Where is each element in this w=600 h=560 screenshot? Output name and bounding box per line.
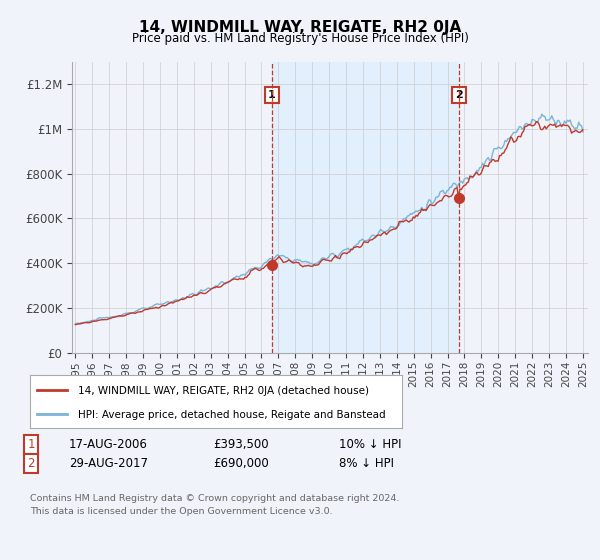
Text: £690,000: £690,000	[213, 457, 269, 470]
Text: 29-AUG-2017: 29-AUG-2017	[69, 457, 148, 470]
Text: Contains HM Land Registry data © Crown copyright and database right 2024.: Contains HM Land Registry data © Crown c…	[30, 494, 400, 503]
Text: Price paid vs. HM Land Registry's House Price Index (HPI): Price paid vs. HM Land Registry's House …	[131, 32, 469, 45]
Text: This data is licensed under the Open Government Licence v3.0.: This data is licensed under the Open Gov…	[30, 507, 332, 516]
Text: 2: 2	[455, 90, 463, 100]
Text: 1: 1	[28, 437, 35, 451]
Text: 10% ↓ HPI: 10% ↓ HPI	[339, 437, 401, 451]
Text: 1: 1	[268, 90, 276, 100]
Text: 14, WINDMILL WAY, REIGATE, RH2 0JA: 14, WINDMILL WAY, REIGATE, RH2 0JA	[139, 20, 461, 35]
Bar	[272, 62, 458, 353]
Text: 14, WINDMILL WAY, REIGATE, RH2 0JA (detached house): 14, WINDMILL WAY, REIGATE, RH2 0JA (deta…	[79, 386, 370, 396]
Text: £393,500: £393,500	[213, 437, 269, 451]
Text: HPI: Average price, detached house, Reigate and Banstead: HPI: Average price, detached house, Reig…	[79, 409, 386, 419]
Text: 2: 2	[28, 457, 35, 470]
Text: 17-AUG-2006: 17-AUG-2006	[69, 437, 148, 451]
Text: 8% ↓ HPI: 8% ↓ HPI	[339, 457, 394, 470]
